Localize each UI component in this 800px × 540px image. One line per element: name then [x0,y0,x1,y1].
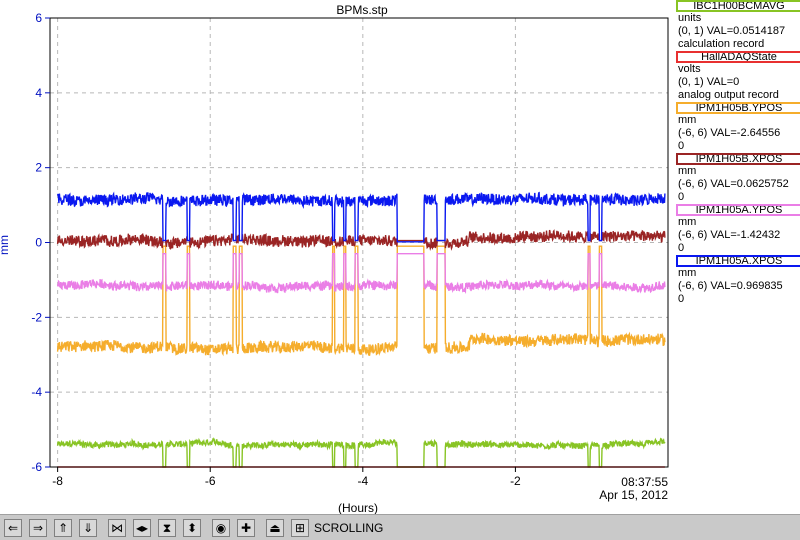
add-trace-button[interactable]: ✚ [237,519,255,537]
legend-units: mm [678,165,697,177]
zoom-in-x-button[interactable]: ⋈ [108,519,126,537]
legend-value: (0, 1) VAL=0.0514187 [678,25,786,37]
date-label: Apr 15, 2012 [599,488,668,502]
legend-desc: 0 [678,191,685,203]
axes: 6 4 2 0 -2 -4 -6 -8 -6 -4 -2 [31,11,669,488]
stripchart-plot: BPMs.stp 6 4 2 0 -2 -4 -6 -8 -6 -4 -2 mm (Hours) 0… [0,3,669,514]
autoscale-button[interactable]: ◉ [212,519,230,537]
legend-desc: calculation record [678,38,765,50]
status-text: SCROLLING [314,521,384,535]
legend-series-name[interactable]: IPM1H05B.XPOS [676,153,800,165]
series-line-IPM1H05B.YPOS [56,245,666,357]
pan-right-button[interactable]: ⇒ [29,519,47,537]
legend-entry[interactable]: IPM1H05B.XPOS mm (-6, 6) VAL=0.0625752 0 [672,153,800,204]
zoom-in-y-button[interactable]: ⧗ [158,519,176,537]
x-tick-label: -4 [357,474,368,488]
series-line-IPM1H05A.YPOS [56,252,666,295]
legend-units: mm [678,216,697,228]
y-tick-label: 6 [35,11,42,25]
legend-series-name[interactable]: IPM1H05B.YPOS [676,102,800,114]
legend-value: (-6, 6) VAL=-1.42432 [678,229,781,241]
zoom-out-y-button[interactable]: ⬍ [183,519,201,537]
x-tick-label: -6 [205,474,216,488]
pan-left-button[interactable]: ⇐ [4,519,22,537]
legend-value: (-6, 6) VAL=0.0625752 [678,178,789,190]
legend-value: (-6, 6) VAL=-2.64556 [678,127,781,139]
y-tick-label: -4 [31,385,42,399]
time-label: 08:37:55 [621,475,668,489]
legend-series-name[interactable]: IBC1H00BCMAVG [676,0,800,12]
x-axis-label: (Hours) [338,501,378,514]
y-tick-label: 2 [35,161,42,175]
print-button[interactable]: ⏏ [266,519,284,537]
series-line-IPM1H05A.XPOS [56,191,666,243]
legend-units: units [678,12,702,24]
legend-entry[interactable]: HallADAQState volts (0, 1) VAL=0 analog out… [672,51,800,102]
legend-units: mm [678,267,697,279]
toolbar: ⇐ ⇒ ⇑ ⇓ ⋈ ◂▸ ⧗ ⬍ ◉ ✚ ⏏ ⊞ SCROLLING [0,514,800,540]
legend-entry[interactable]: IPM1H05A.YPOS mm (-6, 6) VAL=-1.42432 0 [672,204,800,255]
y-tick-label: -2 [31,310,42,324]
legend-desc: 0 [678,242,685,254]
zoom-out-x-button[interactable]: ◂▸ [133,519,151,537]
legend-desc: analog output record [678,89,779,101]
legend-series-name[interactable]: IPM1H05A.XPOS [676,255,800,267]
legend-units: volts [678,63,701,75]
legend: IBC1H00BCMAVG units (0, 1) VAL=0.0514187 ca… [672,0,800,302]
legend-desc: 0 [678,140,685,152]
legend-value: (0, 1) VAL=0 [678,76,740,88]
config-button[interactable]: ⊞ [291,519,309,537]
legend-units: mm [678,114,697,126]
y-tick-label: -6 [31,460,42,474]
series-line-IBC1H00BCMAVG [56,437,666,468]
legend-desc: 0 [678,293,685,302]
y-axis-label: mm [0,235,11,255]
y-tick-label: 0 [35,236,42,250]
legend-value: (-6, 6) VAL=0.969835 [678,280,783,292]
chart-title: BPMs.stp [336,3,388,17]
y-tick-label: 4 [35,86,42,100]
x-tick-label: -2 [510,474,521,488]
pan-down-button[interactable]: ⇓ [79,519,97,537]
legend-entry[interactable]: IPM1H05A.XPOS mm (-6, 6) VAL=0.969835 0 [672,255,800,302]
legend-series-name[interactable]: IPM1H05A.YPOS [676,204,800,216]
series-line-IPM1H05B.XPOS [56,229,666,252]
legend-series-name[interactable]: HallADAQState [676,51,800,63]
legend-entry[interactable]: IBC1H00BCMAVG units (0, 1) VAL=0.0514187 ca… [672,0,800,51]
x-tick-label: -8 [52,474,63,488]
pan-up-button[interactable]: ⇑ [54,519,72,537]
legend-entry[interactable]: IPM1H05B.YPOS mm (-6, 6) VAL=-2.64556 0 [672,102,800,153]
